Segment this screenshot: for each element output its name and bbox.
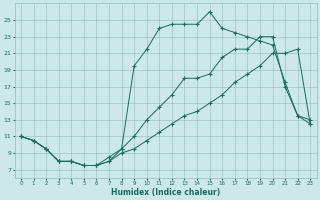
X-axis label: Humidex (Indice chaleur): Humidex (Indice chaleur): [111, 188, 220, 197]
